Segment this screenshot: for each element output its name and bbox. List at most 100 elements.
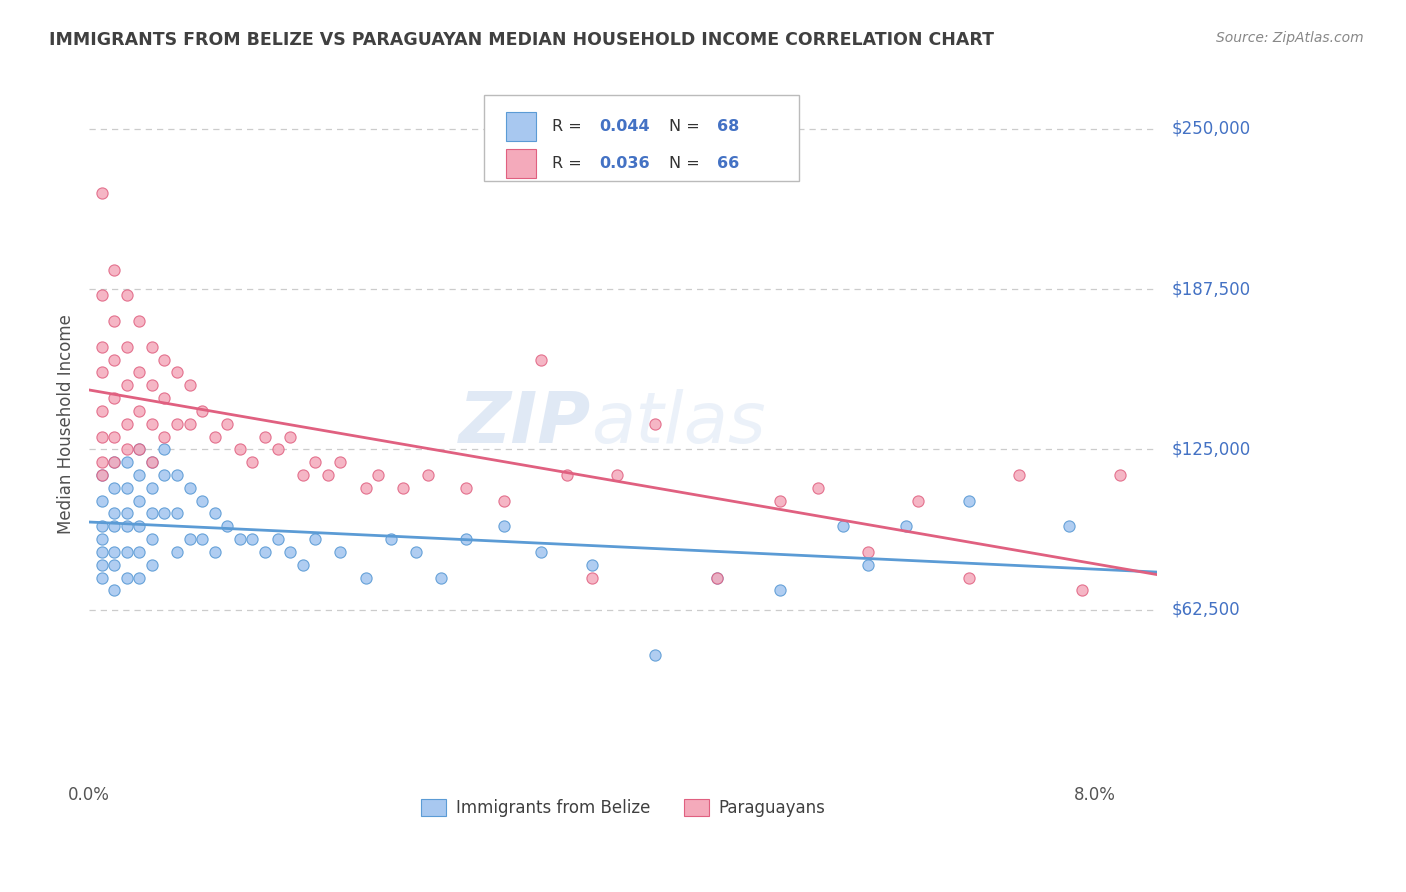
Point bbox=[242, 532, 264, 546]
Point bbox=[1108, 468, 1130, 483]
Point bbox=[141, 532, 163, 546]
Point bbox=[957, 493, 980, 508]
Point bbox=[141, 455, 163, 469]
Point bbox=[581, 571, 603, 585]
Point bbox=[103, 481, 125, 495]
Point bbox=[90, 340, 112, 354]
Point bbox=[166, 545, 188, 559]
Point bbox=[530, 545, 553, 559]
Text: R =: R = bbox=[551, 156, 586, 171]
Point bbox=[128, 519, 150, 533]
Point bbox=[115, 340, 138, 354]
Point bbox=[103, 314, 125, 328]
Point bbox=[706, 571, 728, 585]
Point bbox=[217, 519, 239, 533]
Point bbox=[166, 366, 188, 380]
Point bbox=[204, 545, 226, 559]
Point bbox=[153, 507, 176, 521]
Point bbox=[706, 571, 728, 585]
Text: R =: R = bbox=[551, 119, 586, 134]
Point bbox=[606, 468, 628, 483]
Point bbox=[90, 404, 112, 418]
Point bbox=[103, 429, 125, 443]
Point bbox=[103, 519, 125, 533]
Point bbox=[179, 481, 201, 495]
Point bbox=[644, 648, 666, 662]
Point bbox=[430, 571, 453, 585]
Point bbox=[115, 481, 138, 495]
FancyBboxPatch shape bbox=[484, 95, 800, 181]
Text: 66: 66 bbox=[717, 156, 740, 171]
Point bbox=[179, 378, 201, 392]
Point bbox=[179, 417, 201, 431]
Point bbox=[454, 532, 477, 546]
Text: atlas: atlas bbox=[591, 389, 766, 458]
Point bbox=[153, 442, 176, 457]
Point bbox=[555, 468, 578, 483]
Point bbox=[141, 340, 163, 354]
Point bbox=[115, 455, 138, 469]
Text: $62,500: $62,500 bbox=[1171, 600, 1240, 619]
Point bbox=[179, 532, 201, 546]
Point bbox=[858, 545, 880, 559]
Point bbox=[278, 545, 301, 559]
Point bbox=[894, 519, 917, 533]
Point bbox=[103, 391, 125, 405]
Point bbox=[128, 468, 150, 483]
Point bbox=[266, 532, 288, 546]
Point bbox=[832, 519, 855, 533]
Text: $250,000: $250,000 bbox=[1171, 120, 1250, 137]
Point bbox=[128, 493, 150, 508]
Point bbox=[530, 352, 553, 367]
Point bbox=[103, 558, 125, 572]
Point bbox=[217, 417, 239, 431]
Point bbox=[166, 507, 188, 521]
Point bbox=[90, 532, 112, 546]
Point bbox=[103, 262, 125, 277]
Point bbox=[191, 532, 214, 546]
Text: $187,500: $187,500 bbox=[1171, 280, 1250, 298]
Point bbox=[141, 558, 163, 572]
Point bbox=[278, 429, 301, 443]
Point bbox=[90, 519, 112, 533]
Point bbox=[90, 558, 112, 572]
Point bbox=[103, 507, 125, 521]
Point bbox=[128, 366, 150, 380]
Point bbox=[153, 391, 176, 405]
Point bbox=[418, 468, 440, 483]
Text: 0.036: 0.036 bbox=[600, 156, 651, 171]
Point bbox=[204, 507, 226, 521]
Point bbox=[907, 493, 929, 508]
Point bbox=[115, 571, 138, 585]
Point bbox=[128, 442, 150, 457]
Point bbox=[103, 455, 125, 469]
Point bbox=[454, 481, 477, 495]
Point bbox=[115, 288, 138, 302]
Legend: Immigrants from Belize, Paraguayans: Immigrants from Belize, Paraguayans bbox=[415, 792, 832, 824]
Point bbox=[266, 442, 288, 457]
Point bbox=[90, 468, 112, 483]
Point bbox=[90, 493, 112, 508]
Text: IMMIGRANTS FROM BELIZE VS PARAGUAYAN MEDIAN HOUSEHOLD INCOME CORRELATION CHART: IMMIGRANTS FROM BELIZE VS PARAGUAYAN MED… bbox=[49, 31, 994, 49]
Point bbox=[166, 468, 188, 483]
Point bbox=[253, 429, 276, 443]
Point bbox=[581, 558, 603, 572]
Point bbox=[392, 481, 415, 495]
Point bbox=[115, 378, 138, 392]
Point bbox=[103, 455, 125, 469]
Point bbox=[115, 417, 138, 431]
Point bbox=[141, 455, 163, 469]
Y-axis label: Median Household Income: Median Household Income bbox=[58, 314, 75, 533]
Point bbox=[304, 455, 326, 469]
Point bbox=[204, 429, 226, 443]
Point bbox=[644, 417, 666, 431]
Point bbox=[115, 545, 138, 559]
Point bbox=[90, 571, 112, 585]
Point bbox=[769, 493, 792, 508]
Point bbox=[354, 571, 377, 585]
Point bbox=[166, 417, 188, 431]
Text: $125,000: $125,000 bbox=[1171, 441, 1250, 458]
FancyBboxPatch shape bbox=[506, 149, 536, 178]
Text: Source: ZipAtlas.com: Source: ZipAtlas.com bbox=[1216, 31, 1364, 45]
Point bbox=[354, 481, 377, 495]
